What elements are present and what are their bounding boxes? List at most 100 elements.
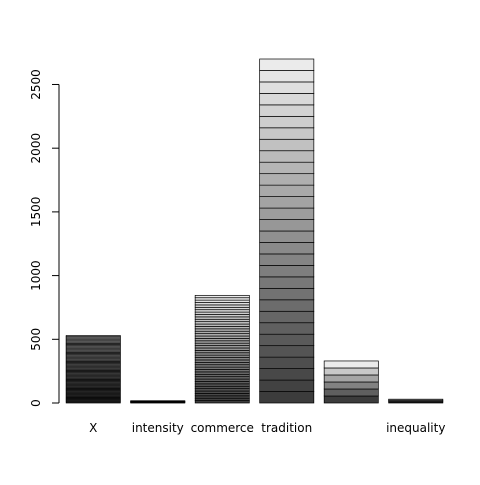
bar-segment <box>259 253 315 266</box>
bar-segment <box>194 309 250 313</box>
bar-segment <box>65 335 121 337</box>
bar-unlabeled <box>323 360 379 404</box>
bar-segment <box>259 345 315 358</box>
bar-segment <box>194 304 250 308</box>
bar-commerce <box>194 294 250 404</box>
bar-segment <box>259 299 315 312</box>
bar-segment <box>194 354 250 358</box>
bar-segment <box>259 276 315 289</box>
bar-segment <box>388 398 444 401</box>
bar-segment <box>194 297 250 301</box>
bar-segment <box>194 330 250 334</box>
bar-segment <box>194 359 250 363</box>
bar-segment <box>194 294 250 299</box>
bars-group <box>65 58 444 404</box>
bar-segment <box>194 314 250 318</box>
bar-segment <box>259 230 315 243</box>
bar-segment <box>259 368 315 381</box>
bar-segment <box>194 302 250 306</box>
bar-inequality <box>388 398 444 404</box>
bar-segment <box>323 388 379 397</box>
bar-segment <box>194 361 250 366</box>
bar-segment <box>259 184 315 197</box>
bar-segment <box>194 390 250 394</box>
y-tick-label: 500 <box>29 328 43 351</box>
bar-segment <box>194 364 250 368</box>
bar-segment <box>259 322 315 335</box>
bar-segment <box>259 287 315 301</box>
y-tick-label: 0 <box>29 399 43 407</box>
x-tick-label: X <box>89 421 97 435</box>
y-tick-label: 2000 <box>29 133 43 164</box>
bar-segment <box>259 127 315 140</box>
bar-segment <box>259 310 315 324</box>
y-axis: 0 500 1000 1500 2000 2500 <box>29 69 60 407</box>
bar-segment <box>259 391 315 404</box>
bar-segment <box>194 299 250 303</box>
bar-segment <box>259 81 315 94</box>
bar-segment <box>194 326 250 330</box>
bar-segment <box>259 379 315 392</box>
bar-segment <box>259 93 315 106</box>
bar-segment <box>194 397 250 401</box>
x-tick-label: inequality <box>386 421 445 435</box>
bar-segment <box>194 323 250 327</box>
bar-segment <box>194 318 250 323</box>
bar-segment <box>194 385 250 389</box>
bar-segment <box>194 340 250 344</box>
bar-segment <box>194 316 250 320</box>
bar-segment <box>259 265 315 278</box>
bar-segment <box>194 321 250 325</box>
bar-segment <box>323 395 379 404</box>
bar-segment <box>194 352 250 356</box>
bar-segment <box>194 388 250 392</box>
bar-segment <box>194 335 250 339</box>
bar-X <box>65 335 121 404</box>
bar-segment <box>194 369 250 373</box>
bar-segment <box>130 400 186 402</box>
bar-segment <box>194 373 250 378</box>
bar-segment <box>259 219 315 232</box>
bar-segment <box>259 173 315 186</box>
bar-segment <box>194 338 250 342</box>
bar-segment <box>259 242 315 255</box>
bar-segment <box>194 328 250 332</box>
bar-segment <box>259 104 315 117</box>
bar-segment <box>194 347 250 351</box>
bar-segment <box>323 381 379 390</box>
y-tick-label: 1500 <box>29 197 43 228</box>
bar-segment <box>194 333 250 337</box>
bar-segment <box>194 357 250 361</box>
bar-segment <box>194 376 250 380</box>
bar-intensity <box>130 400 186 404</box>
x-tick-label: intensity <box>132 421 184 435</box>
bar-segment <box>194 400 250 404</box>
bar-segment <box>259 333 315 347</box>
bar-segment <box>259 196 315 209</box>
x-tick-label: tradition <box>261 421 312 435</box>
x-tick-label: commerce <box>191 421 254 435</box>
bar-segment <box>194 383 250 387</box>
bar-segment <box>259 70 315 83</box>
bar-segment <box>259 150 315 163</box>
bar-segment <box>323 367 379 376</box>
bar-segment <box>194 350 250 354</box>
bar-segment <box>194 381 250 385</box>
y-tick-label: 1000 <box>29 260 43 291</box>
bar-segment <box>259 138 315 152</box>
bar-segment <box>194 378 250 382</box>
bar-segment <box>194 371 250 375</box>
bar-segment <box>259 207 315 220</box>
bar-segment <box>323 374 379 383</box>
bar-segment <box>259 161 315 175</box>
bar-segment <box>194 395 250 399</box>
bar-segment <box>323 360 379 369</box>
bar-segment <box>259 115 315 129</box>
bar-tradition <box>259 58 315 404</box>
bar-segment <box>194 311 250 315</box>
bar-segment <box>259 356 315 369</box>
bar-segment <box>194 342 250 346</box>
